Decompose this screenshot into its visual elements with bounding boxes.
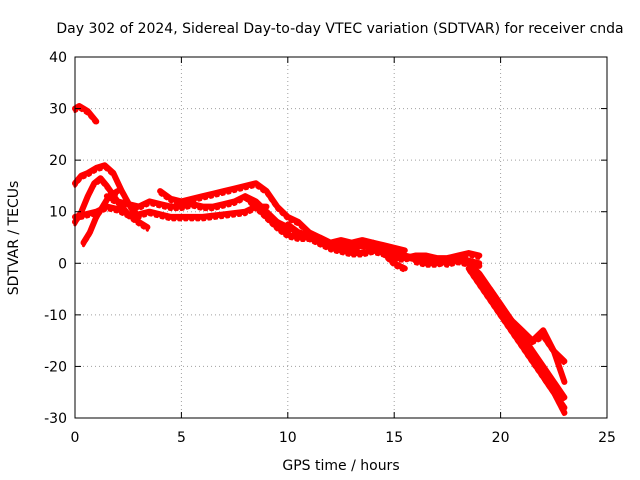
series-band-track-l xyxy=(391,250,483,262)
y-tick-label: -20 xyxy=(44,359,67,375)
y-tick-label: -30 xyxy=(44,411,67,427)
x-tick-label: 5 xyxy=(177,430,186,446)
x-tick-label: 15 xyxy=(385,430,403,446)
series-band-track-a xyxy=(72,103,100,125)
y-tick-label: 40 xyxy=(49,50,67,66)
series-band-track-g xyxy=(157,180,334,246)
axis-ticks: 0 5 10 15 20 25 -30 -20 -10 0 10 20 30 40 xyxy=(44,50,616,446)
y-tick-label: -10 xyxy=(44,308,67,324)
y-axis-label: SDTVAR / TECUs xyxy=(6,181,22,296)
y-tick-label: 30 xyxy=(49,102,67,118)
series-band-track-f xyxy=(103,193,291,236)
series-plus-markers-track-p xyxy=(477,280,566,418)
series-band-track-e xyxy=(72,203,270,220)
x-tick-label: 25 xyxy=(598,430,616,446)
plot-frame xyxy=(74,56,608,419)
series-plus-markers-track-e xyxy=(73,208,268,222)
y-tick-label: 10 xyxy=(49,205,67,221)
series-plus-markers-track-r xyxy=(531,331,566,387)
series-plus-markers-track-c xyxy=(73,179,149,232)
series-plus-markers-track-a xyxy=(73,107,98,126)
x-tick-label: 10 xyxy=(279,430,297,446)
x-tick-label: 0 xyxy=(71,430,80,446)
y-tick-label: 0 xyxy=(58,256,67,272)
y-tick-label: 20 xyxy=(49,153,67,169)
x-tick-label: 20 xyxy=(492,430,510,446)
series-plus-markers-track-h xyxy=(243,197,407,273)
data-series xyxy=(72,103,568,418)
series-plus-markers-track-g xyxy=(158,184,332,248)
chart-title: Day 302 of 2024, Sidereal Day-to-day VTE… xyxy=(56,21,623,37)
x-axis-label: GPS time / hours xyxy=(282,458,399,474)
